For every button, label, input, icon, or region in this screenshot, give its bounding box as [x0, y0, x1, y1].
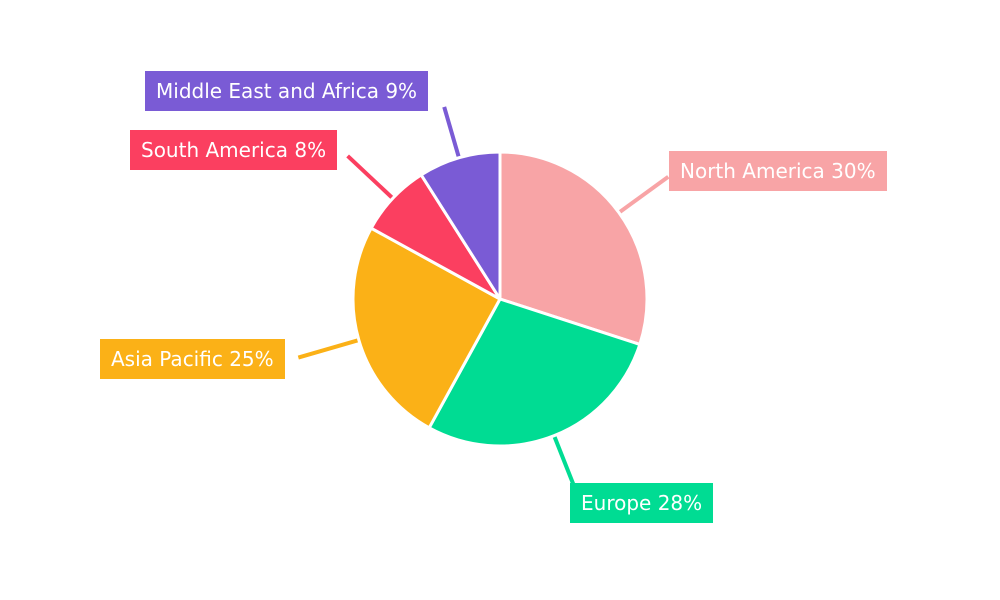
pie-slice-europe[interactable] [427, 297, 642, 448]
leader-line-middle-east-and-africa [442, 106, 463, 163]
pie-slice-middle-east-and-africa[interactable] [419, 150, 502, 301]
slice-label-asia-pacific: Asia Pacific 25% [100, 339, 285, 379]
leader-line-europe [550, 431, 576, 486]
slice-label-north-america: North America 30% [669, 151, 887, 191]
slice-label-south-america: South America 8% [130, 130, 338, 170]
slice-label-middle-east-and-africa: Middle East and Africa 9% [145, 71, 429, 111]
slice-label-europe: Europe 28% [570, 483, 714, 523]
leader-line-south-america [346, 154, 398, 203]
leader-line-asia-pacific [297, 336, 364, 360]
pie-slice-asia-pacific[interactable] [351, 226, 502, 430]
leader-line-north-america [614, 175, 670, 217]
pie-slice-north-america[interactable] [498, 150, 649, 346]
